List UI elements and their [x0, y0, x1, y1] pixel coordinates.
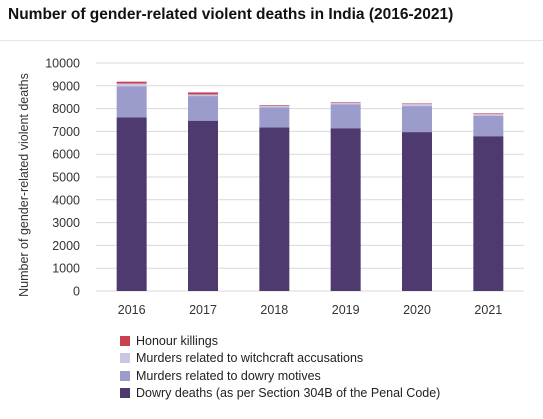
bar-segment: [259, 105, 290, 106]
x-tick-label: 2018: [260, 303, 288, 317]
x-axis-ticks: 2016 2017 2018 2019 2020 2021: [118, 303, 503, 317]
y-tick-label: 4000: [52, 193, 80, 207]
legend-item: Murders related to dowry motives: [120, 367, 440, 385]
gridlines: [96, 62, 524, 292]
bar-segment: [402, 132, 432, 291]
bar-segment: [259, 127, 290, 291]
y-axis-label: Number of gender-related violent deaths: [17, 73, 31, 297]
bar-segment: [473, 115, 504, 137]
bar-segment: [473, 136, 504, 291]
legend-item: Murders related to witchcraft accusation…: [120, 350, 440, 368]
y-axis-ticks: 0 1000 2000 3000 4000 5000 6000 7000 8000 9000 100…: [45, 57, 80, 299]
legend-label: Murders related to witchcraft accusation…: [136, 351, 364, 366]
y-tick-label: 10000: [45, 57, 80, 71]
y-tick-label: 7000: [52, 125, 80, 139]
bar-segment: [116, 117, 147, 291]
legend: Honour killings Murders related to witchc…: [120, 332, 440, 402]
bar-segment: [116, 86, 147, 118]
bar-segment: [402, 104, 432, 107]
y-tick-label: 0: [73, 285, 80, 299]
legend-swatch: [120, 353, 130, 364]
bar-segment: [116, 81, 147, 84]
bar-segment: [259, 105, 290, 108]
bars: [116, 81, 504, 292]
y-tick-label: 8000: [52, 102, 80, 116]
bar-segment: [188, 96, 218, 121]
y-tick-label: 2000: [52, 239, 80, 253]
bar-segment: [259, 107, 290, 128]
legend-swatch: [120, 370, 130, 381]
bar-segment: [473, 114, 504, 116]
bar-segment: [188, 94, 218, 97]
legend-label: Murders related to dowry motives: [136, 368, 321, 383]
bar-segment: [473, 113, 504, 115]
x-tick-label: 2017: [189, 303, 217, 317]
bar-segment: [402, 103, 432, 105]
x-tick-label: 2021: [474, 303, 502, 317]
title-divider: [0, 40, 543, 41]
bar-segment: [402, 106, 432, 133]
x-tick-label: 2020: [403, 303, 431, 317]
bar-segment: [330, 102, 361, 105]
bar-segment: [330, 102, 361, 103]
bar-segment: [330, 104, 361, 129]
legend-swatch: [120, 388, 130, 399]
bar-segment: [188, 120, 218, 292]
y-tick-label: 5000: [52, 171, 80, 185]
x-tick-label: 2019: [332, 303, 360, 317]
legend-swatch: [120, 335, 130, 346]
legend-label: Honour killings: [136, 333, 218, 348]
bar-segment: [116, 83, 147, 87]
legend-item: Honour killings: [120, 332, 440, 350]
bar-segment: [188, 92, 218, 95]
legend-item: Dowry deaths (as per Section 304B of the…: [120, 385, 440, 403]
y-tick-label: 1000: [52, 262, 80, 276]
y-tick-label: 3000: [52, 216, 80, 230]
chart-title: Number of gender-related violent deaths …: [8, 6, 454, 23]
bar-segment: [330, 128, 361, 291]
y-tick-label: 6000: [52, 148, 80, 162]
legend-label: Dowry deaths (as per Section 304B of the…: [136, 386, 441, 401]
stacked-bar-chart: 0 1000 2000 3000 4000 5000 6000 7000 8000 9000 100…: [17, 57, 524, 317]
x-tick-label: 2016: [118, 303, 146, 317]
y-tick-label: 9000: [52, 79, 80, 93]
